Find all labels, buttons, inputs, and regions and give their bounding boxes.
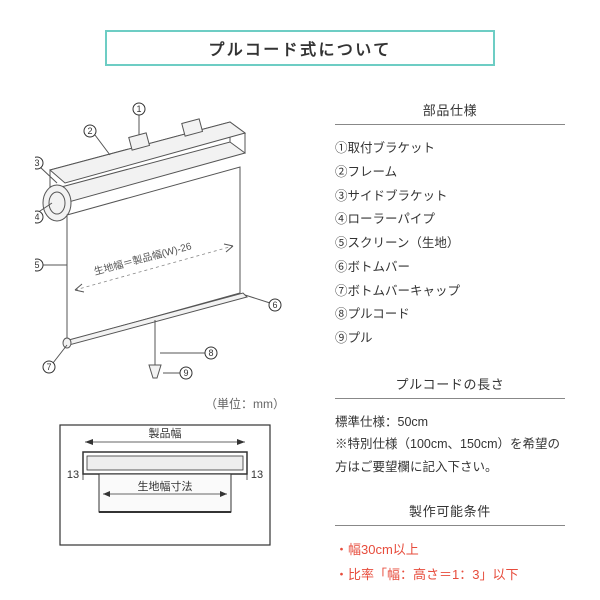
fabric-width-label: 生地幅＝製品幅(W)-26 [92, 239, 193, 278]
part-item: ③サイドブラケット [335, 185, 565, 209]
part-item: ⑥ボトムバー [335, 256, 565, 280]
part-item: ④ローラーパイプ [335, 208, 565, 232]
conditions-list: ・幅30cm以上 ・比率「幅：高さ＝1：3」以下 [335, 538, 565, 587]
condition-item: ・幅30cm以上 [335, 538, 565, 563]
page-title: プルコード式について [208, 36, 391, 60]
condition-item: ・比率「幅：高さ＝1：3」以下 [335, 563, 565, 588]
svg-text:1: 1 [136, 104, 141, 114]
part-item: ⑨プル [335, 327, 565, 351]
cord-length-heading: プルコードの長さ [335, 369, 565, 399]
svg-text:5: 5 [35, 260, 40, 270]
part-item: ⑦ボトムバーキャップ [335, 280, 565, 304]
unit-label: （単位：mm） [205, 395, 285, 412]
conditions-heading: 製作可能条件 [335, 496, 565, 526]
svg-text:4: 4 [35, 212, 40, 222]
part-item: ②フレーム [335, 161, 565, 185]
product-width-label: 製品幅 [149, 426, 182, 440]
svg-text:8: 8 [208, 348, 213, 358]
part-item: ①取付ブラケット [335, 137, 565, 161]
spec-column: 部品仕様 ①取付ブラケット ②フレーム ③サイドブラケット ④ローラーパイプ ⑤… [335, 95, 565, 588]
svg-text:9: 9 [183, 368, 188, 378]
title-box: プルコード式について [105, 30, 495, 66]
cord-std: 標準仕様：50cm [335, 411, 565, 434]
svg-text:3: 3 [35, 158, 40, 168]
cross-section-diagram: 製品幅 13 13 生地幅寸法 [55, 420, 275, 550]
parts-heading: 部品仕様 [335, 95, 565, 125]
cord-note: ※特別仕様（100cm、150cm）を希望の方はご要望欄に記入下さい。 [335, 433, 565, 478]
parts-list: ①取付ブラケット ②フレーム ③サイドブラケット ④ローラーパイプ ⑤スクリーン… [335, 137, 565, 351]
left-margin: 13 [67, 469, 79, 481]
cord-length-text: 標準仕様：50cm ※特別仕様（100cm、150cm）を希望の方はご要望欄に記… [335, 411, 565, 479]
main-diagram: 生地幅＝製品幅(W)-26 1 2 3 4 5 6 7 8 9 [35, 95, 295, 380]
svg-text:2: 2 [87, 126, 92, 136]
svg-text:7: 7 [46, 362, 51, 372]
part-item: ⑤スクリーン（生地） [335, 232, 565, 256]
right-margin: 13 [251, 469, 263, 481]
part-item: ⑧プルコード [335, 303, 565, 327]
svg-text:6: 6 [272, 300, 277, 310]
fabric-width-label: 生地幅寸法 [138, 479, 193, 493]
